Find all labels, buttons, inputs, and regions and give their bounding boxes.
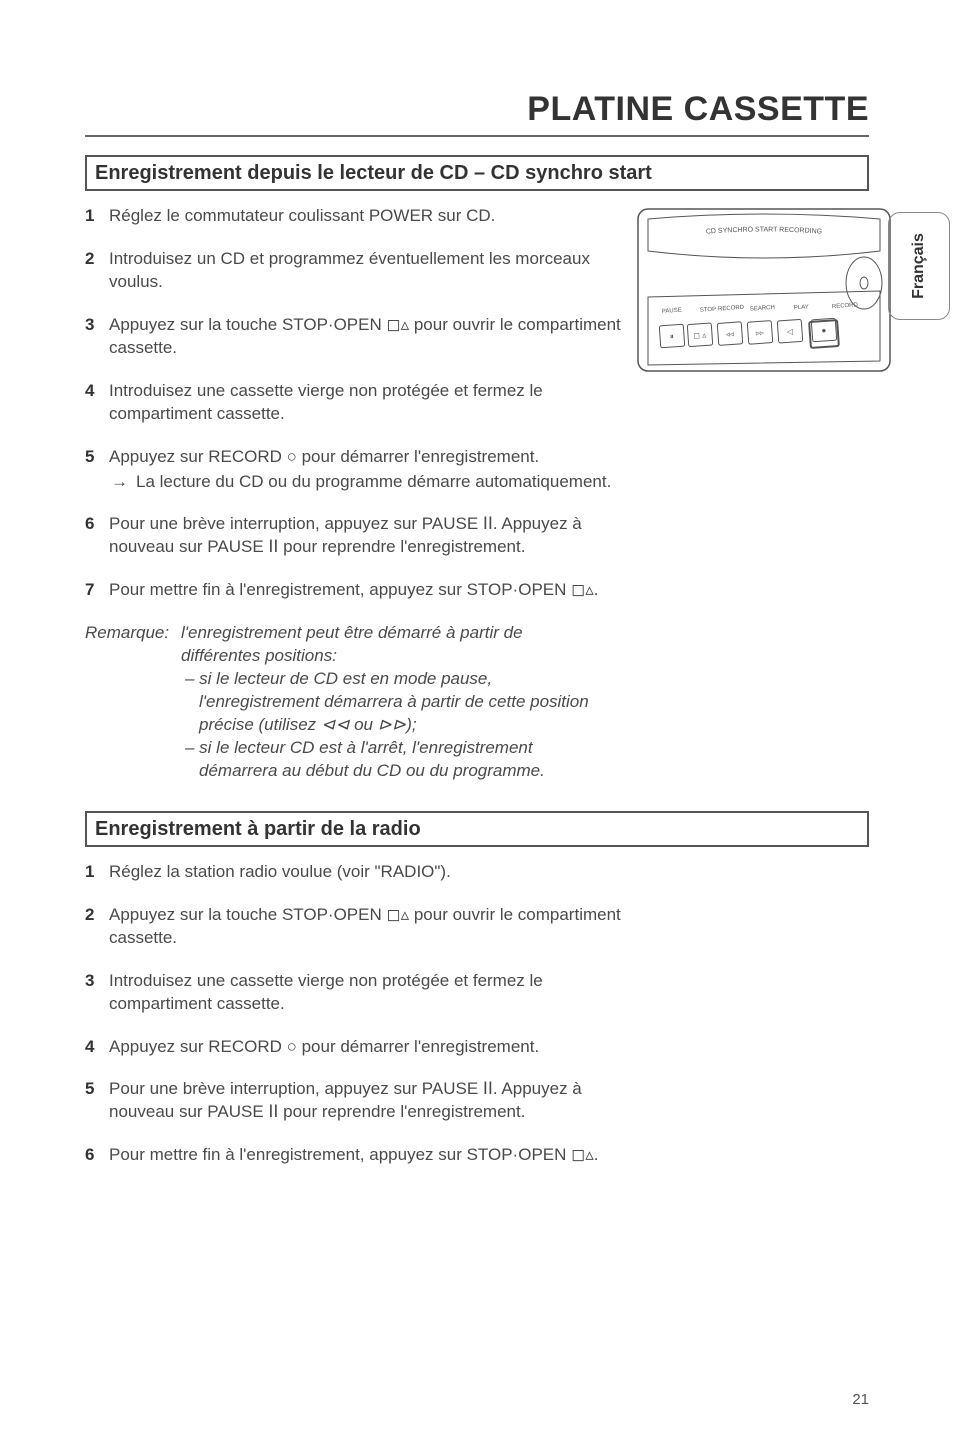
step-item: 3 Introduisez une cassette vierge non pr…	[85, 970, 645, 1016]
remark-label: Remarque:	[85, 622, 181, 645]
step-text: Appuyez sur RECORD ○ pour démarrer l'enr…	[109, 1036, 645, 1059]
chapter-title: PLATINE CASSETTE	[85, 40, 869, 129]
step-item: 5 Appuyez sur RECORD ○ pour démarrer l'e…	[85, 446, 645, 494]
step-item: 6 Pour mettre fin à l'enregistrement, ap…	[85, 1144, 645, 1167]
language-label: Français	[910, 233, 928, 299]
remark-bullet: – si le lecteur de CD est en mode pause,	[85, 668, 869, 691]
remark-text: l'enregistrement peut être démarré à par…	[181, 622, 523, 645]
step-item: 3 Appuyez sur la touche STOP·OPEN ◻▵ pou…	[85, 314, 645, 360]
section-b-steps: 1 Réglez la station radio voulue (voir "…	[85, 861, 645, 1167]
remark-bullet-cont: précise (utilisez ⊲⊲ ou ⊳⊳);	[85, 714, 869, 737]
step-item: 6 Pour une brève interruption, appuyez s…	[85, 513, 645, 559]
step-text: Pour une brève interruption, appuyez sur…	[109, 513, 645, 559]
step-number: 6	[85, 1144, 99, 1167]
step-item: 4 Introduisez une cassette vierge non pr…	[85, 380, 645, 426]
step-number: 1	[85, 861, 99, 884]
step-number: 2	[85, 904, 99, 950]
step-text: Introduisez un CD et programmez éventuel…	[109, 248, 645, 294]
remark-text: différentes positions:	[85, 645, 869, 668]
remark-bullet-cont: démarrera au début du CD ou du programme…	[85, 760, 869, 783]
step-number: 3	[85, 970, 99, 1016]
step-number: 5	[85, 1078, 99, 1124]
svg-text:◃◃: ◃◃	[726, 329, 735, 339]
step-text: Réglez le commutateur coulissant POWER s…	[109, 205, 645, 228]
step-text: Réglez la station radio voulue (voir "RA…	[109, 861, 645, 884]
svg-text:⏸: ⏸	[670, 332, 675, 341]
step-text: Appuyez sur RECORD ○ pour démarrer l'enr…	[109, 446, 645, 494]
section-a-steps: 1 Réglez le commutateur coulissant POWER…	[85, 205, 645, 602]
remark-bullet: – si le lecteur CD est à l'arrêt, l'enre…	[85, 737, 869, 760]
step-item: 4 Appuyez sur RECORD ○ pour démarrer l'e…	[85, 1036, 645, 1059]
step-text: Pour mettre fin à l'enregistrement, appu…	[109, 1144, 645, 1167]
horizontal-rule	[85, 135, 869, 137]
step-number: 3	[85, 314, 99, 360]
arrow-icon: →	[111, 471, 128, 494]
substep-text: La lecture du CD ou du programme démarre…	[136, 471, 611, 494]
step-item: 2 Introduisez un CD et programmez éventu…	[85, 248, 645, 294]
svg-text:●: ●	[821, 326, 827, 335]
step-text: Pour une brève interruption, appuyez sur…	[109, 1078, 645, 1124]
step-number: 2	[85, 248, 99, 294]
remark-bullet-cont: l'enregistrement démarrera à partir de c…	[85, 691, 869, 714]
step-number: 4	[85, 1036, 99, 1059]
step-text: Appuyez sur la touche STOP·OPEN ◻▵ pour …	[109, 904, 645, 950]
step-item: 5 Pour une brève interruption, appuyez s…	[85, 1078, 645, 1124]
step-main-text: Appuyez sur RECORD ○ pour démarrer l'enr…	[109, 447, 539, 466]
section-b-heading: Enregistrement à partir de la radio	[85, 811, 869, 847]
step-number: 5	[85, 446, 99, 494]
step-item: 7 Pour mettre fin à l'enregistrement, ap…	[85, 579, 645, 602]
svg-text:◻ ▵: ◻ ▵	[693, 330, 706, 340]
cassette-deck-diagram: CD SYNCHRO START RECORDINGPAUSESTOP·RECO…	[634, 205, 894, 375]
step-substep: → La lecture du CD ou du programme démar…	[109, 471, 645, 494]
step-text: Introduisez une cassette vierge non prot…	[109, 970, 645, 1016]
step-item: 1 Réglez le commutateur coulissant POWER…	[85, 205, 645, 228]
step-text: Appuyez sur la touche STOP·OPEN ◻▵ pour …	[109, 314, 645, 360]
svg-text:PLAY: PLAY	[794, 304, 809, 311]
step-text: Introduisez une cassette vierge non prot…	[109, 380, 645, 426]
section-a-heading: Enregistrement depuis le lecteur de CD –…	[85, 155, 869, 191]
language-side-tab: Français	[888, 212, 950, 320]
svg-text:▹▹: ▹▹	[756, 328, 765, 338]
step-number: 7	[85, 579, 99, 602]
step-number: 1	[85, 205, 99, 228]
remark-block: Remarque: l'enregistrement peut être dém…	[85, 622, 869, 783]
step-number: 6	[85, 513, 99, 559]
step-number: 4	[85, 380, 99, 426]
page-number: 21	[852, 1391, 869, 1408]
step-text: Pour mettre fin à l'enregistrement, appu…	[109, 579, 645, 602]
step-item: 2 Appuyez sur la touche STOP·OPEN ◻▵ pou…	[85, 904, 645, 950]
step-item: 1 Réglez la station radio voulue (voir "…	[85, 861, 645, 884]
